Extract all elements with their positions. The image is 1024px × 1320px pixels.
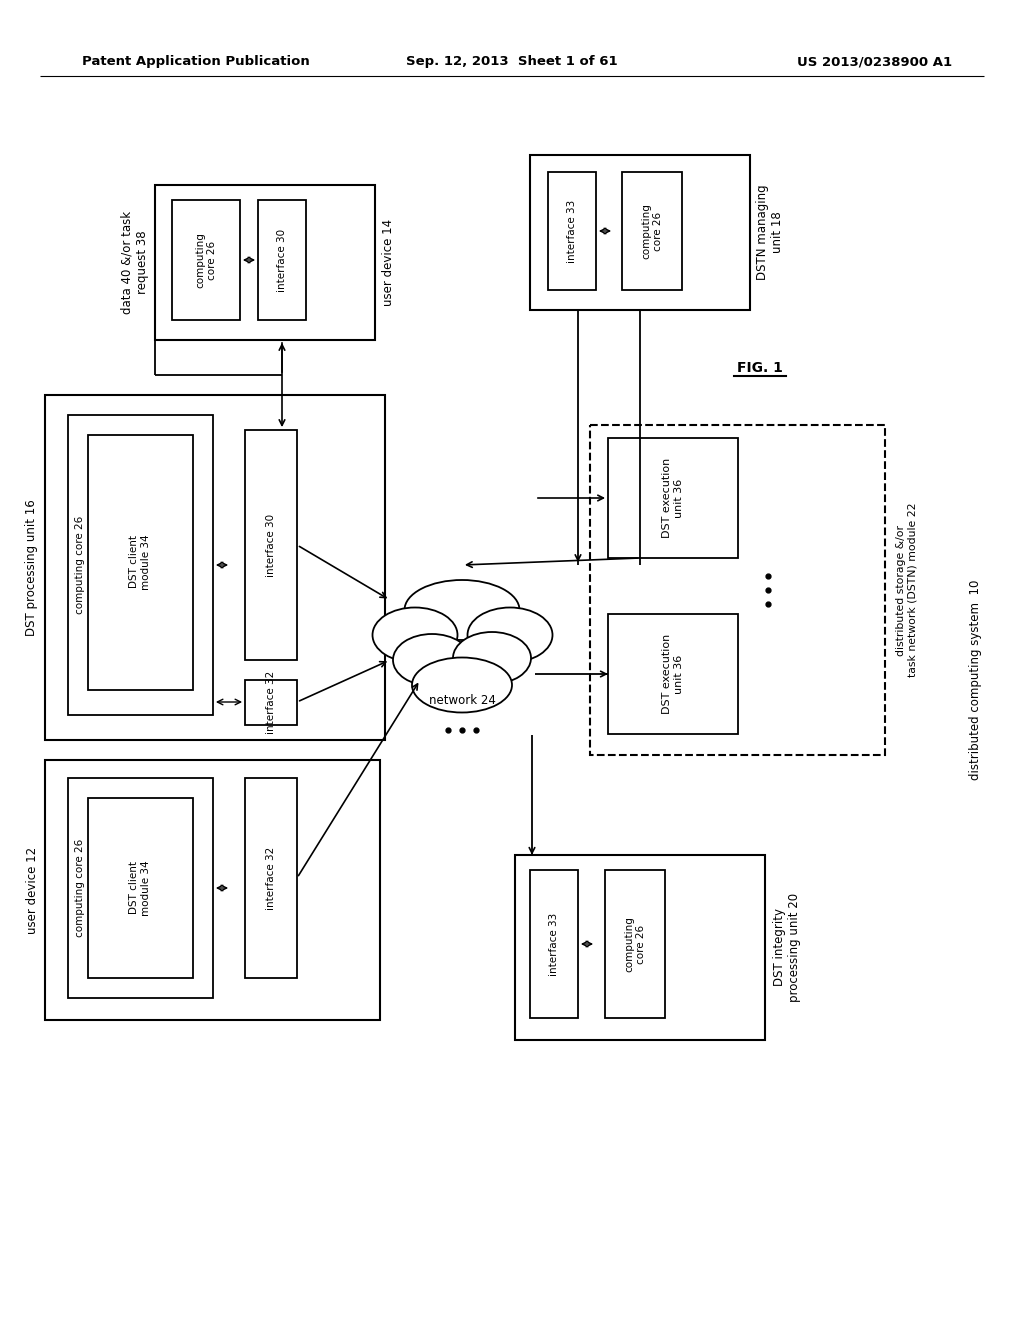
Ellipse shape (412, 657, 512, 713)
Ellipse shape (468, 607, 553, 663)
Text: interface 30: interface 30 (266, 513, 276, 577)
Bar (172, 201, 240, 319)
Bar (155, 185, 375, 341)
Text: computing core 26: computing core 26 (75, 840, 85, 937)
Text: US 2013/0238900 A1: US 2013/0238900 A1 (797, 55, 952, 69)
Text: DST processing unit 16: DST processing unit 16 (26, 499, 39, 636)
Bar (608, 614, 738, 734)
Bar (88, 436, 193, 690)
Bar (622, 172, 682, 290)
Text: data 40 &/or task
request 38: data 40 &/or task request 38 (121, 211, 150, 314)
Text: computing
core 26: computing core 26 (641, 203, 663, 259)
Bar (608, 438, 738, 558)
Text: interface 32: interface 32 (266, 846, 276, 909)
Text: computing
core 26: computing core 26 (625, 916, 646, 972)
Text: user device 14: user device 14 (383, 219, 395, 306)
Text: distributed computing system  10: distributed computing system 10 (969, 579, 981, 780)
Text: user device 12: user device 12 (26, 846, 39, 933)
Text: DST execution
unit 36: DST execution unit 36 (663, 458, 684, 539)
Bar (548, 172, 596, 290)
Bar (68, 414, 213, 715)
Ellipse shape (404, 579, 519, 640)
Bar (530, 154, 750, 310)
Bar (530, 870, 578, 1018)
Bar (515, 855, 765, 1040)
Text: interface 32: interface 32 (266, 671, 276, 734)
Bar (245, 777, 297, 978)
Ellipse shape (453, 632, 531, 684)
Text: distributed storage &/or
task network (DSTN) module 22: distributed storage &/or task network (D… (896, 503, 918, 677)
Bar (45, 395, 385, 741)
Ellipse shape (393, 634, 471, 686)
Text: network 24: network 24 (429, 693, 496, 706)
Text: computing core 26: computing core 26 (75, 516, 85, 614)
Bar (605, 870, 665, 1018)
Bar (88, 799, 193, 978)
Text: DST client
module 34: DST client module 34 (129, 535, 151, 590)
Text: FIG. 1: FIG. 1 (737, 360, 783, 375)
Text: DSTN managing
unit 18: DSTN managing unit 18 (756, 185, 784, 280)
Bar (68, 777, 213, 998)
Bar (45, 760, 380, 1020)
Bar (258, 201, 306, 319)
Text: interface 33: interface 33 (567, 199, 577, 263)
Ellipse shape (373, 607, 458, 663)
Bar (590, 425, 885, 755)
Bar (245, 430, 297, 660)
Text: DST execution
unit 36: DST execution unit 36 (663, 634, 684, 714)
Text: interface 33: interface 33 (549, 912, 559, 975)
Bar (245, 680, 297, 725)
Text: DST integrity
processing unit 20: DST integrity processing unit 20 (773, 892, 801, 1002)
Text: Sep. 12, 2013  Sheet 1 of 61: Sep. 12, 2013 Sheet 1 of 61 (407, 55, 617, 69)
Text: Patent Application Publication: Patent Application Publication (82, 55, 309, 69)
Text: computing
core 26: computing core 26 (196, 232, 217, 288)
Text: interface 30: interface 30 (278, 228, 287, 292)
Text: DST client
module 34: DST client module 34 (129, 861, 151, 916)
